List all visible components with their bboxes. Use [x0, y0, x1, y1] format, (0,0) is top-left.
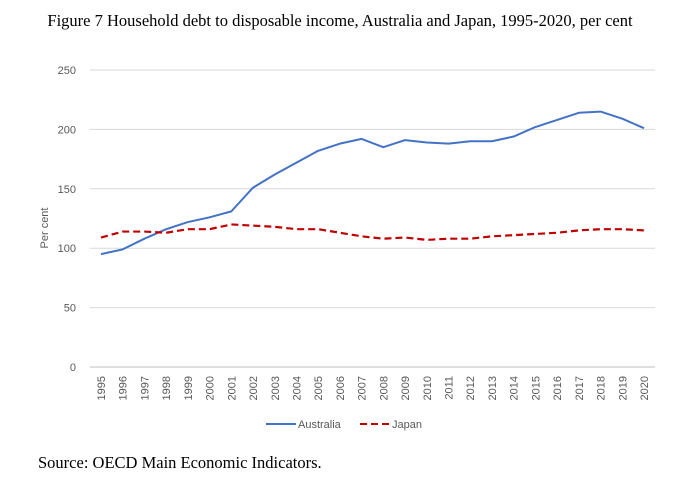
y-tick-label: 50: [64, 303, 76, 315]
source-note: Source: OECD Main Economic Indicators.: [38, 453, 322, 472]
y-axis-ticks: 0 50 100 150 200 250: [58, 65, 76, 374]
x-tick-label: 2000: [205, 376, 217, 400]
x-tick-label: 2020: [639, 376, 651, 400]
x-tick-label: 2006: [335, 376, 347, 400]
x-tick-label: 1999: [183, 376, 195, 400]
x-tick-label: 2010: [422, 376, 434, 400]
x-tick-label: 2019: [617, 376, 629, 400]
y-tick-label: 150: [58, 184, 76, 196]
x-tick-label: 1997: [139, 376, 151, 400]
x-tick-label: 2002: [248, 376, 260, 400]
legend-label: Australia: [298, 419, 342, 431]
x-tick-label: 2004: [291, 376, 303, 400]
x-tick-label: 2011: [444, 376, 456, 400]
x-tick-label: 2001: [226, 376, 238, 400]
x-tick-label: 2018: [596, 376, 608, 400]
legend-item-japan: Japan: [360, 419, 422, 431]
x-axis-ticks: 1995 1996 1997 1998 1999 2000 2001 2002 2003 2004…: [96, 376, 651, 400]
x-tick-label: 1996: [118, 376, 130, 400]
x-tick-label: 2016: [552, 376, 564, 400]
x-tick-label: 2003: [270, 376, 282, 400]
x-tick-label: 2014: [509, 376, 521, 400]
series-line-australia: [100, 110, 645, 256]
x-tick-label: 2012: [465, 376, 477, 400]
x-tick-label: 2017: [574, 376, 586, 400]
series-lines: [100, 110, 645, 256]
figure-title: Figure 7 Household debt to disposable in…: [47, 11, 633, 30]
x-tick-label: 1998: [161, 376, 173, 400]
x-tick-label: 2009: [400, 376, 412, 400]
x-tick-label: 2005: [313, 376, 325, 400]
y-tick-label: 250: [58, 65, 76, 77]
legend-label: Japan: [392, 419, 422, 431]
legend: Australia Japan: [266, 419, 422, 431]
y-tick-label: 0: [70, 362, 76, 374]
x-tick-label: 2007: [357, 376, 369, 400]
legend-item-australia: Australia: [266, 419, 342, 431]
x-tick-label: 2015: [530, 376, 542, 400]
gridlines: [90, 69, 655, 368]
y-tick-label: 100: [58, 243, 76, 255]
y-axis-label: Per cent: [39, 208, 51, 249]
x-tick-label: 2008: [378, 376, 390, 400]
y-tick-label: 200: [58, 124, 76, 136]
series-line-japan: [100, 223, 645, 241]
x-tick-label: 2013: [487, 376, 499, 400]
x-tick-label: 1995: [96, 376, 108, 400]
